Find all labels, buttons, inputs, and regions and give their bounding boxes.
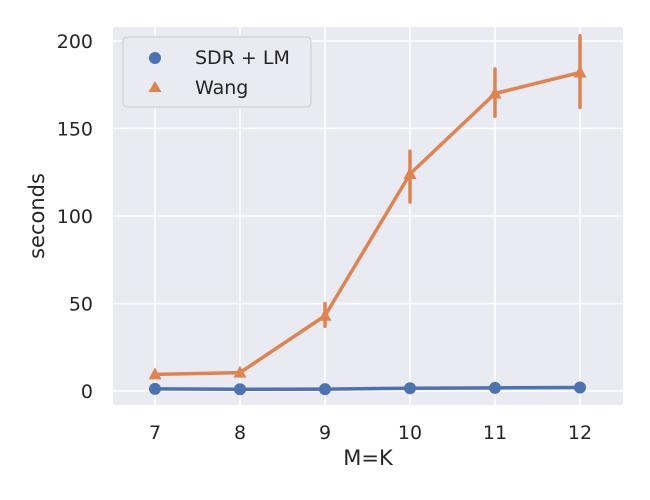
x-tick-label: 8 [234, 422, 246, 444]
legend-label-wang: Wang [195, 77, 248, 99]
legend-label-sdr-lm: SDR + LM [195, 47, 290, 69]
legend-box [122, 36, 312, 108]
data-point [488, 86, 502, 99]
data-point [404, 382, 416, 395]
series-line-wang [153, 70, 582, 377]
x-axis-label: M=K [343, 446, 394, 470]
data-point [319, 383, 331, 396]
y-tick-label: 100 [57, 206, 93, 228]
data-point [149, 382, 161, 395]
data-point [234, 383, 246, 396]
series-wang [148, 34, 587, 380]
legend: SDR + LM Wang [122, 36, 312, 108]
data-point [148, 367, 162, 380]
series-sdr-lm [149, 381, 586, 396]
data-point [318, 308, 332, 321]
y-axis-label: seconds [25, 173, 49, 259]
legend-marker-sdr-lm [149, 52, 161, 64]
data-point [489, 381, 501, 394]
x-tick-label: 7 [149, 422, 161, 444]
series-line-sdr-lm [153, 385, 582, 391]
data-point [573, 65, 587, 78]
y-tick-labels: 0 50 100 150 200 [57, 31, 93, 403]
y-tick-label: 50 [69, 294, 93, 316]
data-point [233, 365, 247, 378]
data-point [574, 381, 586, 394]
x-tick-label: 9 [319, 422, 331, 444]
x-tick-labels: 7 8 9 10 11 12 [149, 422, 592, 444]
x-tick-label: 11 [483, 422, 507, 444]
data-point [403, 167, 417, 179]
y-tick-label: 0 [81, 381, 93, 403]
x-tick-label: 12 [568, 422, 592, 444]
legend-marker-wang [148, 81, 162, 92]
series-layer [148, 34, 587, 396]
y-tick-label: 200 [57, 31, 93, 53]
x-tick-label: 10 [398, 422, 422, 444]
y-tick-label: 150 [57, 119, 93, 141]
gridlines [113, 27, 623, 405]
